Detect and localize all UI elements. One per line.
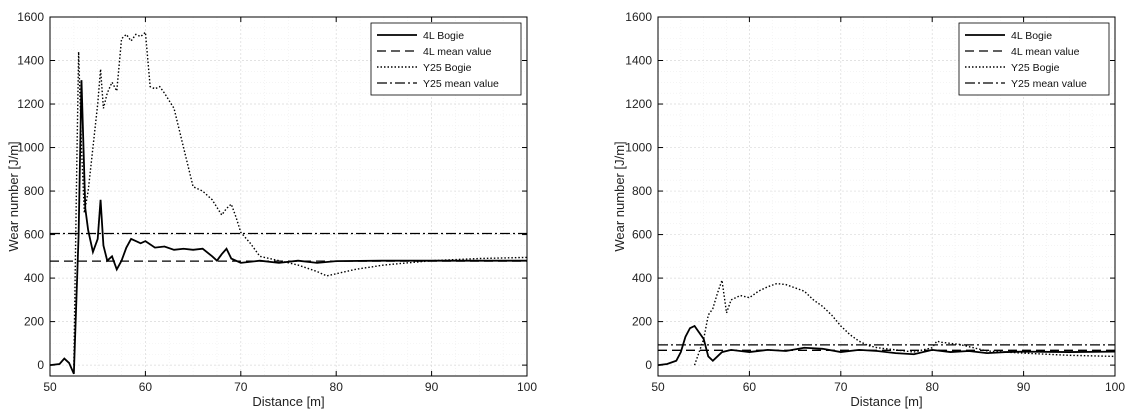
chart2-legend-entry: Y25 Bogie bbox=[1011, 62, 1060, 74]
chart1-legend-entry: Y25 Bogie bbox=[423, 62, 472, 74]
chart1-series-y25-bogie bbox=[73, 30, 528, 366]
chart2-series-4l-bogie bbox=[657, 324, 1116, 367]
chart2-legend-entry: 4L Bogie bbox=[1011, 30, 1052, 42]
chart2-y-tick-label: 400 bbox=[632, 271, 652, 285]
chart1-y-tick-label: 600 bbox=[24, 228, 44, 242]
chart2-y-tick-label: 1200 bbox=[625, 97, 652, 111]
chart2-y-tick-label: 0 bbox=[645, 358, 652, 372]
chart2-x-axis-label: Distance [m] bbox=[850, 394, 922, 409]
chart1-series-4l-bogie bbox=[49, 80, 527, 375]
chart1-y-tick-label: 1600 bbox=[17, 10, 44, 24]
chart1-legend-entry: 4L Bogie bbox=[423, 30, 464, 42]
chart2-y-tick-label: 800 bbox=[632, 184, 652, 198]
chart1-x-tick-label: 70 bbox=[234, 380, 248, 394]
chart2-y-tick-label: 1000 bbox=[625, 141, 652, 155]
chart1-x-tick-label: 90 bbox=[425, 380, 439, 394]
chart2-y-tick-label: 1400 bbox=[625, 54, 652, 68]
chart1-x-tick-label: 50 bbox=[43, 380, 57, 394]
chart-left: 50 60 70 80 90 100020040060080010001200140016… bbox=[6, 10, 537, 409]
chart1-y-tick-label: 200 bbox=[24, 315, 44, 329]
chart2-series-y25-bogie bbox=[693, 280, 1116, 366]
chart1-x-tick-label: 80 bbox=[330, 380, 344, 394]
chart1-y-tick-label: 1000 bbox=[17, 141, 44, 155]
chart2-minor-grid bbox=[658, 17, 1115, 376]
chart1-y-tick-label: 0 bbox=[37, 358, 44, 372]
chart1-x-axis-label: Distance [m] bbox=[252, 394, 324, 409]
chart2-y-axis-label: Wear number [J/m] bbox=[612, 141, 627, 251]
chart2-x-tick-label: 80 bbox=[926, 380, 940, 394]
chart2-x-tick-label: 70 bbox=[834, 380, 848, 394]
chart2-y-tick-label: 600 bbox=[632, 228, 652, 242]
chart1-plot-frame bbox=[49, 16, 528, 377]
chart-right: 50 60 70 80 90 100020040060080010001200140016… bbox=[612, 10, 1125, 409]
chart2-y-tick-label: 200 bbox=[632, 315, 652, 329]
chart1-legend: 4L Bogie 4L mean value Y25 Bogie Y25 mean v… bbox=[370, 22, 522, 96]
chart2-plot-frame bbox=[657, 16, 1116, 377]
chart1-legend-entry: 4L mean value bbox=[423, 46, 492, 58]
chart2-x-tick-label: 100 bbox=[1105, 380, 1125, 394]
chart1-y-tick-label: 400 bbox=[24, 271, 44, 285]
chart1-legend-entry: Y25 mean value bbox=[423, 78, 499, 90]
chart2-x-tick-label: 60 bbox=[743, 380, 757, 394]
chart2-x-tick-label: 90 bbox=[1017, 380, 1031, 394]
chart1-y-tick-label: 1400 bbox=[17, 54, 44, 68]
chart2-legend-entry: 4L mean value bbox=[1011, 46, 1080, 58]
chart1-y-tick-label: 800 bbox=[24, 184, 44, 198]
chart2-x-tick-label: 50 bbox=[651, 380, 665, 394]
chart1-x-tick-label: 60 bbox=[139, 380, 153, 394]
chart1-y-tick-label: 1200 bbox=[17, 97, 44, 111]
chart1-x-tick-label: 100 bbox=[517, 380, 537, 394]
chart2-y-tick-label: 1600 bbox=[625, 10, 652, 24]
chart2-legend: 4L Bogie 4L mean value Y25 Bogie Y25 mean v… bbox=[958, 22, 1110, 96]
chart1-y-axis-label: Wear number [J/m] bbox=[6, 141, 21, 251]
chart2-legend-entry: Y25 mean value bbox=[1011, 78, 1087, 90]
